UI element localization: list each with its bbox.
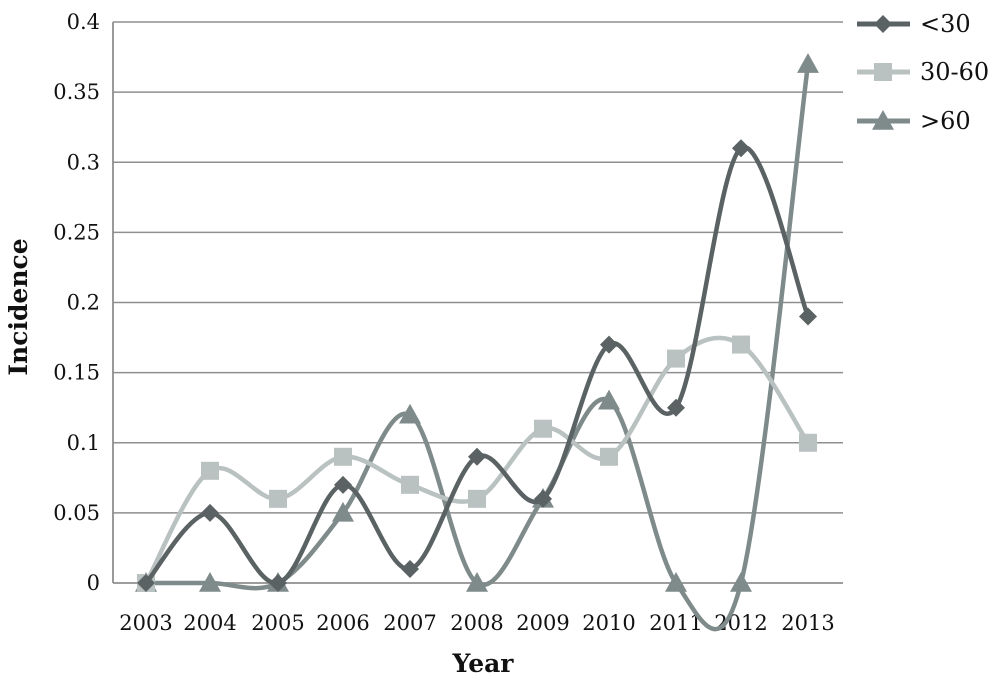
legend: <30 30-60 >60 <box>857 10 989 135</box>
data-point <box>732 335 750 354</box>
data-point <box>399 403 421 424</box>
data-point <box>332 501 354 522</box>
y-tick-label: 0.1 <box>67 431 100 455</box>
y-tick-label: 0.25 <box>53 220 100 244</box>
data-point <box>334 475 352 494</box>
legend-label: >60 <box>920 107 971 135</box>
data-point <box>466 572 488 592</box>
data-point <box>665 572 687 592</box>
data-point <box>730 572 752 592</box>
data-point <box>534 419 552 438</box>
x-tick-label: 2012 <box>714 611 767 635</box>
data-point <box>401 559 419 578</box>
legend-item: <30 <box>857 10 971 38</box>
series-line <box>143 145 811 586</box>
data-point <box>334 447 352 466</box>
y-tick-label: 0.05 <box>53 501 100 525</box>
data-point <box>600 335 618 354</box>
data-point <box>468 447 486 466</box>
data-point <box>732 139 750 158</box>
y-axis-label: Incidence <box>4 238 33 375</box>
data-point <box>799 433 817 452</box>
legend-label: 30-60 <box>920 58 989 86</box>
data-point <box>468 489 486 508</box>
y-tick-label: 0 <box>87 571 100 595</box>
data-point <box>667 349 685 368</box>
x-tick-label: 2003 <box>119 611 172 635</box>
legend-marker <box>872 110 894 130</box>
series-diamond <box>137 139 817 592</box>
legend-item: >60 <box>857 107 971 135</box>
data-point <box>401 475 419 494</box>
data-point <box>799 307 817 326</box>
series-group <box>135 53 819 632</box>
x-tick-label: 2009 <box>516 611 569 635</box>
x-tick-label: 2010 <box>582 611 635 635</box>
x-tick-label: 2011 <box>649 611 702 635</box>
x-tick-label: 2005 <box>251 611 304 635</box>
x-tick-label: 2007 <box>383 611 436 635</box>
y-tick-label: 0.3 <box>67 150 100 174</box>
data-point <box>534 489 552 508</box>
y-tick-label: 0.35 <box>53 80 100 104</box>
data-point <box>598 389 620 410</box>
data-point <box>600 447 618 466</box>
legend-label: <30 <box>920 10 971 38</box>
x-tick-label: 2004 <box>183 611 236 635</box>
y-tick-label: 0.15 <box>53 361 100 385</box>
gridlines <box>113 21 843 514</box>
y-tick-label: 0.4 <box>67 10 100 34</box>
data-point <box>667 398 685 417</box>
x-tick-label: 2013 <box>781 611 834 635</box>
x-axis-label: Year <box>452 649 515 678</box>
legend-marker <box>874 15 892 33</box>
x-tick-label: 2008 <box>450 611 503 635</box>
data-point <box>199 572 221 592</box>
y-tick-labels: 0 0.05 0.1 0.15 0.2 0.25 0.3 0.35 0.4 <box>53 10 100 595</box>
legend-marker <box>874 63 892 81</box>
data-point <box>269 489 287 508</box>
data-point <box>201 503 219 522</box>
x-tick-label: 2006 <box>316 611 369 635</box>
series-line <box>143 61 811 632</box>
y-tick-label: 0.2 <box>67 291 100 315</box>
data-point <box>137 574 155 592</box>
data-point <box>201 461 219 480</box>
legend-item: 30-60 <box>857 58 989 86</box>
x-tick-labels: 2003 2004 2005 2006 2007 2008 2009 2010 2011 2012… <box>119 611 834 635</box>
data-point <box>269 574 287 592</box>
data-point <box>797 53 819 73</box>
